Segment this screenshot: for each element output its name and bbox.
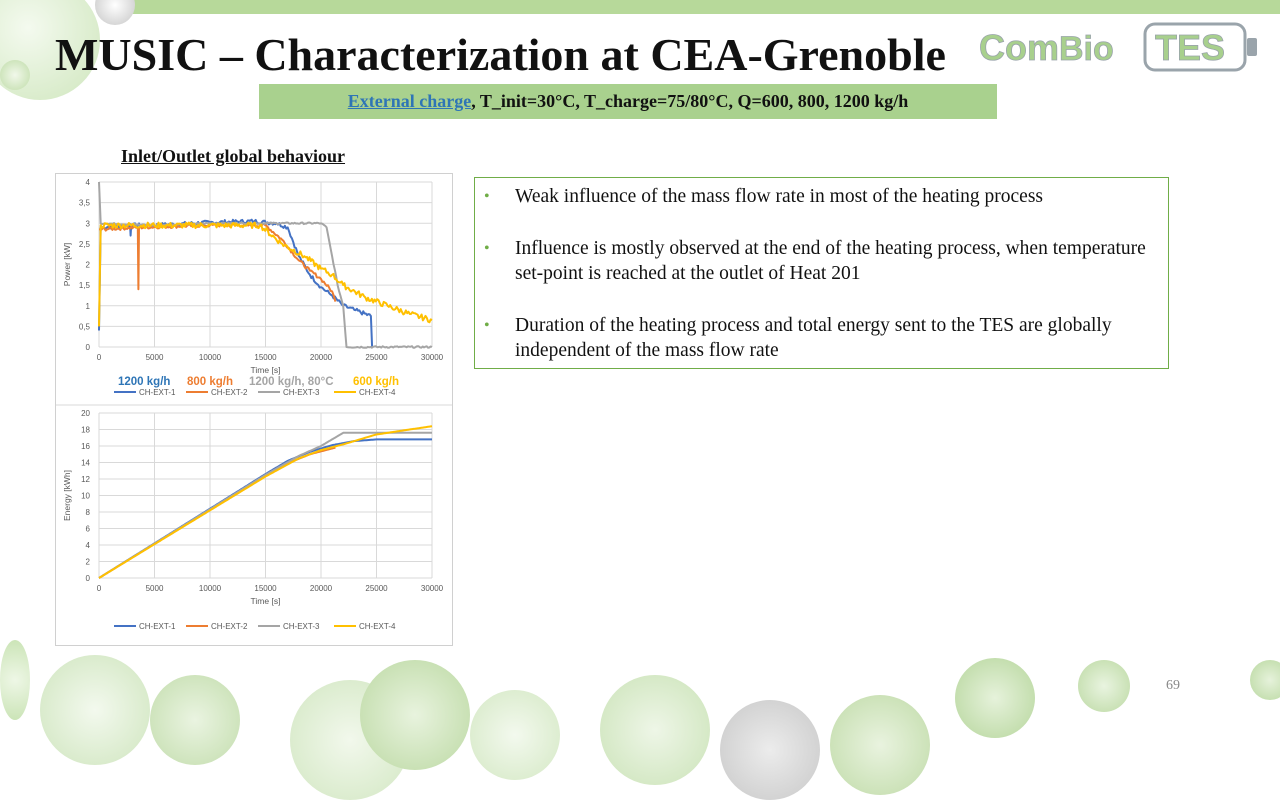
y-tick-label: 3 [86, 219, 91, 228]
legend-label: CH-EXT-3 [283, 622, 320, 631]
logo-text-bio: Bio [1059, 30, 1114, 68]
decor-bubble [600, 675, 710, 785]
bullet-icon: • [484, 239, 490, 257]
y-tick-label: 1 [86, 302, 91, 311]
flow-annotation: 1200 kg/h, 80°C [249, 376, 334, 388]
x-tick-label: 30000 [421, 353, 444, 362]
y-tick-label: 2 [86, 558, 91, 567]
decor-bubble [720, 700, 820, 800]
legend-label: CH-EXT-1 [139, 388, 176, 397]
decor-bubble [0, 60, 30, 90]
charts-svg: 00,511,522,533,540 5000 10000 15000 20000 250… [56, 178, 452, 631]
y-tick-label: 10 [81, 492, 90, 501]
bullet-item: • Weak influence of the mass flow rate in… [475, 184, 1160, 210]
y-tick-label: 3,5 [79, 199, 91, 208]
y-tick-label: 20 [81, 409, 90, 418]
bullet-item: • Influence is mostly observed at the end… [475, 236, 1160, 287]
y-tick-label: 0 [86, 574, 91, 583]
decor-bubble [1078, 660, 1130, 712]
flow-annotation: 1200 kg/h [118, 376, 170, 388]
bullets-box: • Weak influence of the mass flow rate in… [474, 177, 1169, 369]
x-tick-label: 20000 [310, 584, 333, 593]
bullet-text: Weak influence of the mass flow rate in … [515, 186, 1044, 207]
y-tick-label: 0,5 [79, 322, 91, 331]
combiotes-logo: Com Bio TES [979, 22, 1257, 72]
x-tick-label: 15000 [254, 584, 277, 593]
x-tick-label: 15000 [254, 353, 277, 362]
x-axis-label: Time [s] [251, 596, 281, 606]
subtitle-text: , T_init=30°C, T_charge=75/80°C, Q=600, … [471, 91, 909, 111]
chart-1: 0 0,5 1 1,5 2 2,5 3 3,5 4 0 5000 10000 15000 20000 250… [62, 178, 444, 397]
y-tick-label: 4 [86, 541, 91, 550]
series-line-ch-ext-2 [98, 446, 336, 579]
x-tick-label: 5000 [146, 353, 164, 362]
external-charge-link[interactable]: External charge [347, 91, 472, 111]
x-tick-label: 10000 [199, 584, 222, 593]
page-number: 69 [1166, 678, 1180, 693]
flow-annotation: 600 kg/h [353, 376, 399, 388]
decor-bubble [95, 0, 135, 25]
y-axis-label: Energy [kWh] [62, 470, 72, 521]
bullet-icon: • [484, 188, 490, 205]
x-tick-label: 5000 [146, 584, 164, 593]
y-tick-label: 14 [81, 459, 90, 468]
decor-bubble [830, 695, 930, 795]
section-label: Inlet/Outlet global behaviour [121, 146, 346, 166]
y-axis-label: Power [kW] [62, 243, 72, 286]
bullet-list: • Weak influence of the mass flow rate in… [475, 178, 1168, 364]
y-tick-label: 18 [81, 426, 90, 435]
decor-bubble [360, 660, 470, 770]
decor-bubble [1250, 660, 1280, 700]
flow-annotation: 800 kg/h [187, 376, 233, 388]
y-tick-label: 1,5 [79, 281, 91, 290]
x-axis-label: Time [s] [251, 365, 281, 375]
decor-bubble [40, 655, 150, 765]
y-tick-label: 4 [86, 178, 91, 187]
subtitle-banner: External charge, T_init=30°C, T_charge=7… [259, 84, 997, 119]
legend-label: CH-EXT-4 [359, 388, 396, 397]
legend-label: CH-EXT-2 [211, 388, 248, 397]
decor-bubble [150, 675, 240, 765]
decor-bubble [0, 640, 30, 720]
top-accent-bar [130, 0, 1280, 14]
legend-label: CH-EXT-4 [359, 622, 396, 631]
series-line-ch-ext-1 [98, 218, 374, 348]
y-tick-label: 8 [86, 508, 91, 517]
legend-label: CH-EXT-3 [283, 388, 320, 397]
bullet-item: • Duration of the heating process and tot… [475, 313, 1160, 364]
x-tick-label: 20000 [310, 353, 333, 362]
bullet-text: Influence is mostly observed at the end … [515, 237, 1146, 285]
bullet-text: Duration of the heating process and tota… [515, 314, 1112, 362]
bullet-icon: • [484, 316, 490, 334]
y-tick-label: 2,5 [79, 240, 91, 249]
slide-title: MUSIC – Characterization at CEA-Grenoble [55, 29, 946, 80]
charts-panel: 0 0,5 1 1,5 2 2,5 3 3,5 4 0 5000 10000 15000 20000 250… [55, 173, 453, 646]
legend-label: CH-EXT-1 [139, 622, 176, 631]
decor-bubble [955, 658, 1035, 738]
x-tick-label: 25000 [365, 353, 388, 362]
chart-2: 0 2 4 6 8 10 12 14 16 18 20 0 5000 10000 15000 20000 250… [62, 409, 444, 631]
y-tick-label: 2 [86, 261, 91, 270]
x-tick-label: 10000 [199, 353, 222, 362]
logo-text-tes: TES [1155, 27, 1225, 68]
series-line-ch-ext-4 [98, 221, 433, 327]
x-tick-label: 0 [97, 353, 102, 362]
x-tick-label: 30000 [421, 584, 444, 593]
legend-label: CH-EXT-2 [211, 622, 248, 631]
series-line-ch-ext-2 [99, 222, 337, 302]
y-tick-label: 12 [81, 475, 90, 484]
decor-bubble [470, 690, 560, 780]
y-tick-label: 0 [86, 343, 91, 352]
series-line-ch-ext-4 [98, 425, 433, 579]
x-tick-label: 0 [97, 584, 102, 593]
x-tick-label: 25000 [365, 584, 388, 593]
logo-text-com: Com [979, 27, 1059, 68]
y-tick-label: 6 [86, 525, 91, 534]
y-tick-label: 16 [81, 442, 90, 451]
